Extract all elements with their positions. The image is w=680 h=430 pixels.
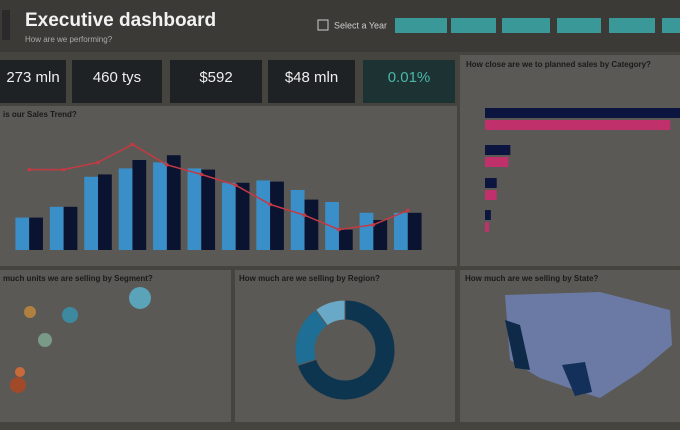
donut-slice	[296, 299, 396, 401]
bar	[485, 145, 511, 155]
year-filter-label: Select a Year	[334, 20, 387, 30]
line-point	[96, 160, 100, 165]
panel-title: is our Sales Trend?	[3, 110, 77, 119]
bar	[221, 182, 236, 250]
bubble	[15, 367, 25, 377]
charts	[15, 108, 680, 401]
panel-title: How much are we selling by State?	[465, 274, 598, 283]
panel-title: How close are we to planned sales by Cat…	[466, 60, 651, 69]
kpi-value: $48 mln	[285, 69, 338, 86]
line-point	[268, 202, 272, 207]
kpi-card	[72, 60, 162, 103]
line-point	[165, 163, 169, 167]
kpi-card	[363, 60, 455, 103]
bar	[373, 220, 388, 250]
dashboard-title: Executive dashboard	[25, 10, 216, 31]
bubble	[24, 306, 36, 318]
donut-slice	[314, 299, 346, 327]
bubble	[38, 333, 52, 347]
line-point	[61, 167, 66, 172]
bar	[485, 178, 497, 188]
line	[29, 143, 409, 231]
bubble	[129, 287, 151, 309]
line-point	[199, 172, 204, 177]
bubble	[62, 307, 78, 323]
bar	[485, 120, 671, 130]
segment-bubbles	[10, 287, 151, 393]
line-point	[337, 227, 341, 232]
panel-title: much units we are selling by Segment?	[3, 274, 153, 283]
bar	[29, 217, 43, 250]
bar	[84, 176, 99, 250]
line-point	[130, 142, 135, 147]
year-button[interactable]	[557, 18, 601, 33]
year-button[interactable]	[451, 18, 496, 33]
bar	[63, 206, 78, 250]
line-point	[371, 223, 376, 227]
logo	[2, 10, 10, 40]
panel	[0, 270, 231, 422]
line-point	[302, 213, 307, 217]
panel-title: How much are we selling by Region?	[239, 274, 380, 283]
bar	[132, 160, 147, 250]
bar	[394, 212, 408, 250]
kpi-card	[170, 60, 262, 103]
kpi-value: 0.01%	[388, 69, 431, 86]
year-button[interactable]	[502, 18, 550, 33]
kpi-value: 460 tys	[93, 69, 141, 86]
bubble	[10, 377, 26, 393]
map-state	[562, 362, 592, 396]
kpi-value: 273 mln	[6, 69, 59, 86]
bar	[118, 168, 133, 250]
line-point	[405, 208, 410, 213]
bar	[49, 206, 64, 250]
year-button[interactable]	[662, 18, 680, 33]
bar	[187, 168, 202, 250]
bar	[485, 157, 509, 167]
kpi-card	[268, 60, 355, 103]
bar	[485, 222, 489, 232]
bar	[153, 162, 167, 250]
year-button[interactable]	[609, 18, 655, 33]
map-shape	[505, 292, 672, 398]
line-point	[233, 183, 238, 187]
bar	[15, 217, 30, 250]
bar	[338, 229, 353, 250]
kpi-card	[0, 60, 66, 103]
map-state	[505, 320, 530, 370]
bar	[485, 108, 680, 118]
bar	[304, 199, 319, 250]
bar	[201, 169, 216, 250]
bar	[485, 210, 491, 220]
bar	[166, 155, 181, 250]
line-point	[27, 167, 32, 172]
state-map	[505, 292, 672, 398]
year-button[interactable]	[395, 18, 447, 33]
year-buttons	[395, 18, 680, 33]
dashboard-subtitle: How are we performing?	[25, 35, 113, 44]
kpi-row: 273 mln 460 tys $592 $48 mln 0.01%	[0, 60, 455, 103]
bar	[359, 212, 374, 250]
bar	[270, 181, 284, 250]
filter-icon	[317, 19, 329, 31]
bar	[98, 174, 112, 250]
bar	[256, 180, 271, 250]
bar	[290, 190, 305, 250]
bar	[407, 212, 422, 250]
bar	[485, 190, 497, 200]
kpi-value: $592	[199, 69, 232, 86]
bar	[235, 182, 250, 250]
